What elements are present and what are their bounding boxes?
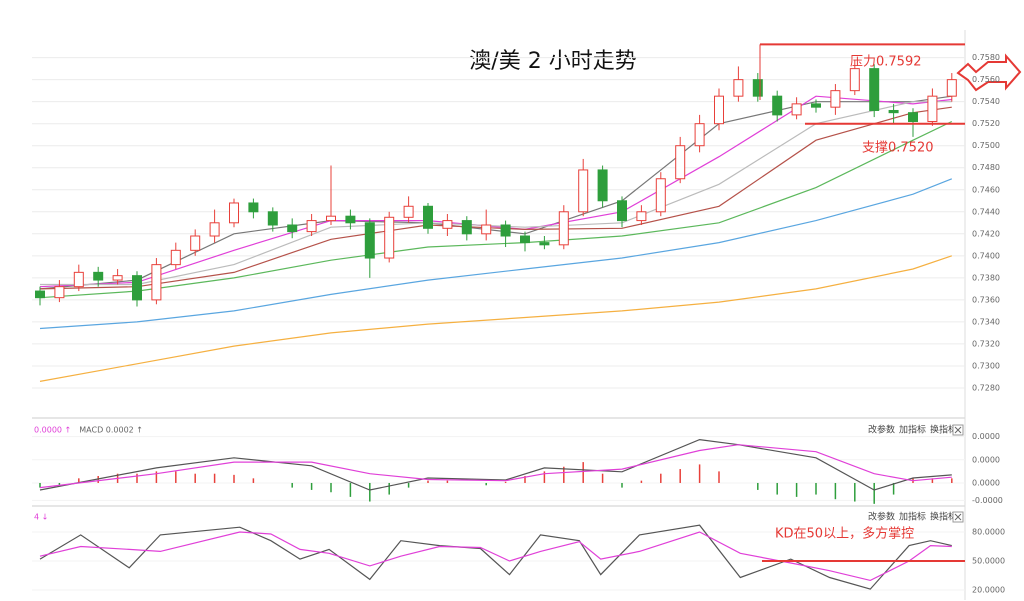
candle-body (791, 103, 802, 116)
candle-body (132, 275, 142, 301)
candle-body (481, 224, 492, 235)
y-tick-label: 0.0000 (972, 432, 1000, 441)
candle-body (442, 220, 453, 229)
indicator-line (39, 178, 953, 330)
candle-body (248, 202, 259, 213)
close-icon (954, 513, 962, 521)
candle-body (888, 109, 899, 114)
candle-body (655, 178, 666, 213)
candle-body (772, 95, 783, 116)
candle-body (209, 222, 220, 237)
panel-button[interactable]: 改参数 (868, 511, 895, 523)
candle-body (520, 235, 530, 244)
candle-body (714, 95, 724, 125)
indicator-line (39, 531, 952, 582)
candle-body (927, 95, 938, 122)
candle-body (267, 211, 278, 226)
candle-body (578, 169, 589, 213)
candle-body (869, 68, 880, 111)
candle-body (326, 215, 336, 222)
candle-body (539, 242, 550, 246)
candle-body (229, 202, 239, 224)
panel-button[interactable]: 换指标 (930, 511, 957, 523)
y-tick-label: 0.7580 (972, 53, 1000, 62)
y-tick-label: 0.7460 (972, 185, 1000, 194)
indicator-header: 4 ↓ (34, 513, 48, 522)
candle-body (675, 145, 686, 180)
candle-body (617, 200, 627, 222)
candle-body (694, 123, 705, 147)
panel-button[interactable]: 换指标 (930, 424, 957, 436)
y-tick-label: 80.0000 (972, 528, 1005, 537)
indicator-header: MACD 0.0002 ↑ (79, 426, 143, 435)
y-tick-label: 0.7340 (972, 317, 1000, 326)
candle-body (170, 249, 181, 266)
y-tick-label: 0.0000 (972, 455, 1000, 464)
candle-body (287, 224, 298, 233)
candle-body (636, 211, 647, 222)
annotation: KD在50以上，多方掌控 (775, 526, 914, 542)
y-tick-label: 0.7500 (972, 141, 1000, 150)
indicator-line (39, 444, 952, 489)
y-tick-label: 0.7360 (972, 295, 1000, 304)
chart-title: 澳/美 2 小时走势 (469, 49, 636, 74)
y-tick-label: 0.7420 (972, 229, 1000, 238)
y-tick-label: 0.7380 (972, 273, 1000, 282)
close-icon (954, 426, 962, 434)
y-tick-label: 0.7560 (972, 75, 1000, 84)
candle-body (112, 275, 123, 281)
candle-body (811, 103, 821, 108)
panel-button[interactable]: 加指标 (899, 511, 926, 523)
candle-body (752, 79, 763, 97)
y-tick-label: 50.0000 (972, 557, 1005, 566)
candle-body (558, 211, 569, 246)
candle-body (403, 205, 414, 218)
candle-body (946, 79, 957, 97)
candle-body (830, 90, 841, 108)
y-tick-label: 0.7540 (972, 97, 1000, 106)
candle-body (423, 205, 433, 229)
candle-body (345, 215, 356, 224)
candle-body (849, 68, 860, 92)
candle-body (461, 220, 472, 235)
annotation: 压力0.7592 (850, 55, 922, 70)
y-tick-label: 0.7520 (972, 119, 1000, 128)
candle-body (93, 271, 104, 281)
arrow-icon (956, 53, 1022, 92)
candle-body (733, 79, 744, 97)
indicator-line (40, 101, 952, 286)
y-tick-label: 0.0000 (972, 478, 1000, 487)
indicator-header: 0.0000 ↑ (34, 426, 71, 435)
y-tick-label: 0.7300 (972, 361, 1000, 370)
y-tick-label: 0.7480 (972, 163, 1000, 172)
y-tick-label: 0.7400 (972, 251, 1000, 260)
indicator-line (39, 524, 952, 590)
y-tick-label: 0.7440 (972, 207, 1000, 216)
panel-button[interactable]: 加指标 (899, 424, 926, 436)
candle-body (384, 216, 395, 259)
candle-body (500, 224, 511, 237)
y-tick-label: 20.0000 (972, 586, 1005, 595)
candle-body (364, 222, 375, 259)
annotation: 支撑0.7520 (862, 141, 934, 156)
y-tick-label: -0.0000 (972, 496, 1003, 505)
y-tick-label: 0.7280 (972, 383, 1000, 392)
indicator-line (39, 438, 952, 491)
candle-body (190, 235, 201, 251)
indicator-line (39, 106, 952, 290)
indicator-line (39, 255, 952, 382)
candle-body (73, 271, 84, 288)
candle-body (908, 112, 918, 122)
candle-body (54, 286, 65, 299)
candle-body (306, 220, 317, 233)
candle-body (597, 169, 608, 202)
y-tick-label: 0.7320 (972, 339, 1000, 348)
candle-body (151, 264, 162, 301)
candle-body (35, 290, 45, 299)
panel-button[interactable]: 改参数 (868, 424, 895, 436)
